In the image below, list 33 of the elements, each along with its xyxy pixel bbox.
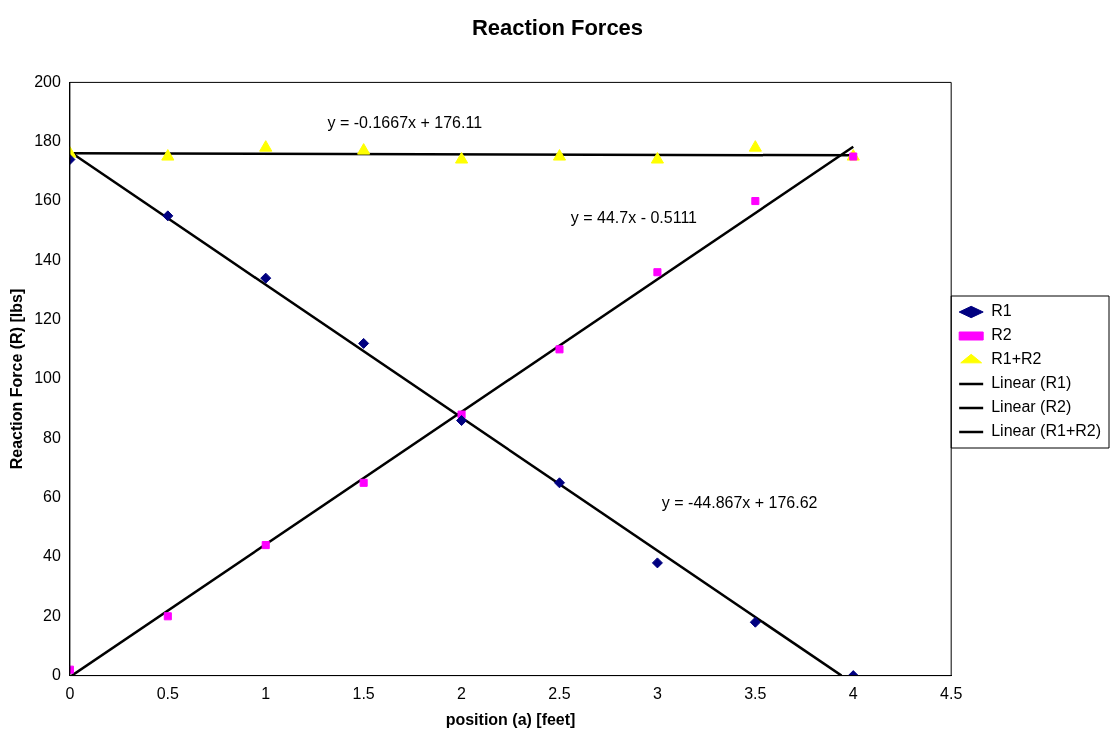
y-tick-label: 140: [34, 250, 61, 268]
y-tick-label: 100: [34, 369, 61, 387]
legend-label: R2: [991, 326, 1012, 344]
y-tick-label: 120: [34, 310, 61, 328]
legend-label: Linear (R1+R2): [991, 422, 1101, 440]
legend-label: Linear (R2): [991, 398, 1072, 416]
y-tick-label: 200: [34, 72, 61, 90]
y-tick-label: 20: [43, 606, 61, 624]
x-tick-label: 2.5: [548, 684, 571, 702]
legend-label: Linear (R1): [991, 374, 1072, 392]
x-tick-label: 1.5: [352, 684, 375, 702]
x-tick-label: 4.5: [940, 684, 963, 702]
x-tick-label: 3: [652, 684, 662, 702]
x-tick-label: 4: [848, 684, 858, 702]
x-tick-label: 0: [65, 684, 75, 702]
x-axis-title: position (a) [feet]: [445, 710, 576, 728]
y-tick-label: 0: [51, 666, 61, 684]
x-tick-label: 2: [457, 684, 467, 702]
annotation: y = -0.1667x + 176.11: [327, 114, 483, 132]
y-tick-label: 160: [34, 191, 61, 209]
legend-label: R1: [991, 302, 1012, 320]
y-axis-title: Reaction Force (R) [lbs]: [8, 288, 26, 470]
annotation: y = 44.7x - 0.5111: [570, 209, 698, 227]
chart-title: Reaction Forces: [471, 15, 644, 41]
y-tick-label: 80: [43, 428, 61, 446]
y-tick-label: 180: [34, 132, 61, 150]
y-tick-label: 60: [43, 488, 61, 506]
annotation: y = -44.867x + 176.62: [661, 493, 818, 511]
legend-label: R1+R2: [991, 350, 1042, 368]
x-tick-label: 1: [261, 684, 271, 702]
x-tick-label: 0.5: [156, 684, 180, 702]
y-tick-label: 40: [43, 547, 61, 565]
x-tick-label: 3.5: [744, 684, 767, 702]
